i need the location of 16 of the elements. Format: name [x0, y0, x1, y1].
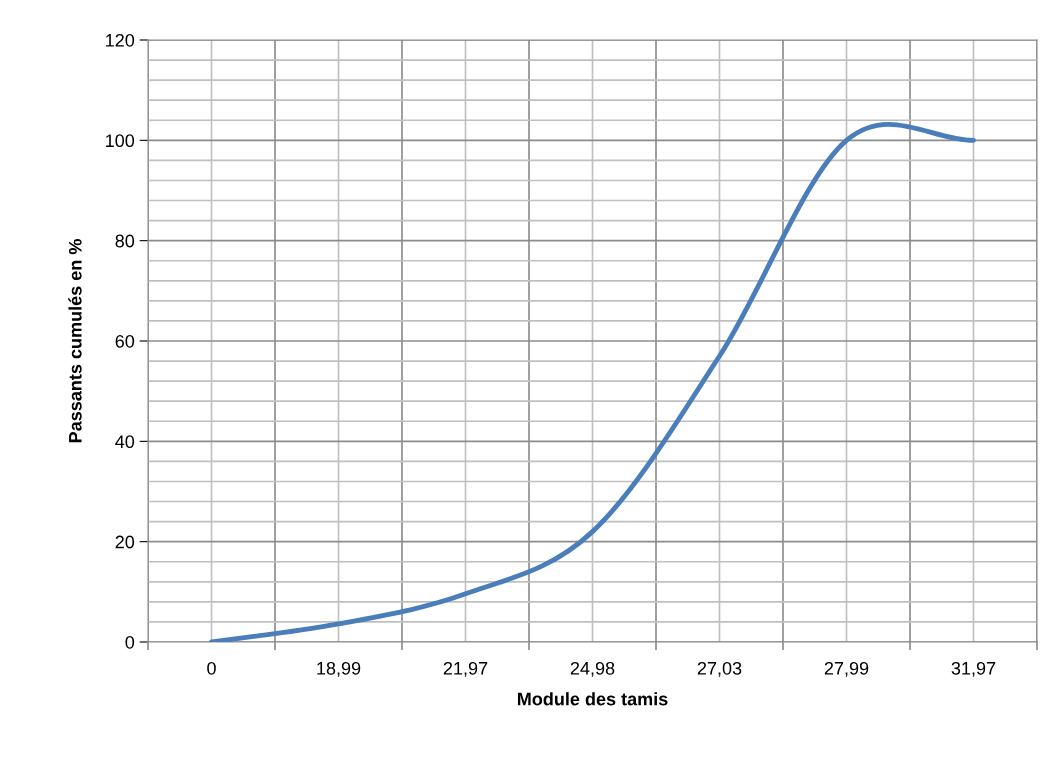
y-tick-label: 80: [115, 234, 135, 248]
x-tick-label: 0: [207, 661, 216, 675]
y-tick-label: 20: [115, 535, 135, 549]
x-tick-label: 21,97: [443, 661, 488, 677]
x-tick-label: 18,99: [317, 661, 361, 677]
x-axis-title: Module des tamis: [517, 692, 668, 706]
y-tick-label: 0: [125, 635, 135, 649]
x-tick-label: 27,99: [824, 661, 869, 677]
y-tick-label: 60: [115, 334, 135, 348]
y-tick-label: 100: [106, 134, 135, 148]
y-tick-label: 120: [106, 33, 135, 47]
x-tick-label: 24,98: [570, 661, 615, 677]
x-tick-label: 27,03: [697, 661, 742, 677]
x-tick-label: 31,97: [951, 661, 996, 677]
y-axis-title: Passants cumulés en %: [68, 239, 82, 443]
y-tick-label: 40: [115, 435, 135, 449]
